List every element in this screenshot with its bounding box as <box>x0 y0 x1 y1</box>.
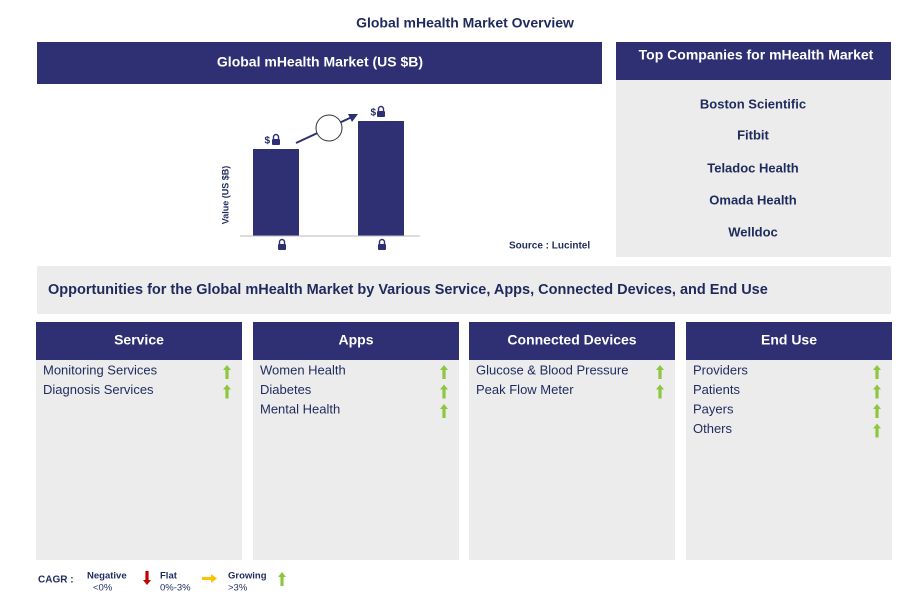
segment-title: Apps <box>339 332 374 348</box>
growing-icon <box>278 572 286 586</box>
companies-list: Boston Scientific Fitbit Teladoc Health Oma… <box>700 96 806 239</box>
growth-arrow-head <box>348 114 358 122</box>
segment-header <box>253 322 459 360</box>
segment-item: Patients <box>693 382 740 397</box>
segment-title: Connected Devices <box>507 332 636 348</box>
segment-item: Providers <box>693 362 748 377</box>
segments: Service Monitoring Services Diagnosis Serv… <box>36 322 892 560</box>
segment-title: Service <box>114 332 164 348</box>
lock-icon <box>377 238 387 251</box>
cagr-circle <box>315 114 343 142</box>
legend-range: 0%-3% <box>160 583 191 594</box>
lock-icon <box>277 238 287 251</box>
opportunities-title: Opportunities for the Global mHealth Mar… <box>48 282 768 298</box>
companies-panel <box>616 80 891 257</box>
companies-title: Top Companies for mHealth Market <box>639 47 874 63</box>
company: Welldoc <box>728 224 778 239</box>
segment-item: Mental Health <box>260 401 340 416</box>
segment-item: Diabetes <box>260 382 312 397</box>
source: Source : Lucintel <box>509 241 590 252</box>
segment-header <box>686 322 892 360</box>
companies-header <box>616 42 891 80</box>
legend-label: CAGR : <box>38 575 74 586</box>
lock-icon <box>271 133 281 146</box>
market-title: Global mHealth Market (US $B) <box>217 54 423 70</box>
market-header <box>37 42 602 84</box>
legend-range: >3% <box>228 583 248 594</box>
segment-body <box>686 360 892 560</box>
legend-name: Negative <box>87 571 127 582</box>
lock-icon <box>376 105 386 118</box>
legend-range: <0% <box>93 583 113 594</box>
segment-item: Glucose & Blood Pressure <box>476 362 628 377</box>
company: Fitbit <box>737 127 769 142</box>
company: Omada Health <box>709 192 796 207</box>
legend-name: Flat <box>160 571 178 582</box>
y-axis-label: Value (US $B) <box>220 166 230 225</box>
page-title: Global mHealth Market Overview <box>356 15 574 31</box>
bar <box>253 149 299 236</box>
segment-body <box>253 360 459 560</box>
flat-icon <box>202 574 217 583</box>
bar <box>358 121 404 236</box>
company: Boston Scientific <box>700 96 806 111</box>
opportunities-bar <box>37 266 891 314</box>
segment-item: Peak Flow Meter <box>476 382 574 397</box>
bar-label: $ <box>264 136 270 147</box>
company: Teladoc Health <box>707 160 799 175</box>
legend-name: Growing <box>228 571 267 582</box>
segment-title: End Use <box>761 332 817 348</box>
segment-item: Diagnosis Services <box>43 382 154 397</box>
negative-icon <box>142 571 151 585</box>
segment-body <box>469 360 675 560</box>
segment-item: Payers <box>693 401 734 416</box>
segment-item: Women Health <box>260 362 346 377</box>
segment-body <box>36 360 242 560</box>
segment-header <box>36 322 242 360</box>
bar-label: $ <box>370 108 376 119</box>
segment-item: Others <box>693 421 733 436</box>
segment-item: Monitoring Services <box>43 362 158 377</box>
segment-header <box>469 322 675 360</box>
